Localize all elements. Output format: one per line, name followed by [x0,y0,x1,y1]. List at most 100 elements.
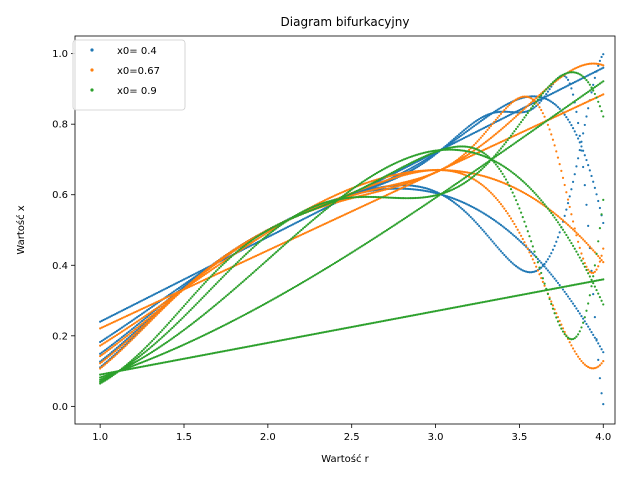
data-point [375,182,378,185]
data-point [348,194,352,198]
data-point [518,239,521,242]
data-point [317,225,320,229]
data-point [536,261,539,264]
data-point [167,339,171,342]
data-point [531,252,534,255]
data-point [109,315,112,318]
data-point [151,314,154,317]
data-point [506,114,509,118]
data-point [105,355,108,358]
data-point [369,192,372,195]
data-point [283,220,286,223]
data-point [575,283,578,286]
data-point [459,131,462,135]
data-point [360,191,363,194]
data-point [365,323,368,326]
data-point [102,380,105,383]
data-point [504,138,508,141]
data-point [509,136,513,139]
data-point [431,169,434,172]
data-point [422,169,425,173]
data-point [504,166,508,169]
data-point [320,205,323,208]
data-point [224,257,228,260]
data-point [466,203,469,206]
data-point [528,271,531,274]
data-point [137,327,140,330]
data-point [496,151,499,154]
data-point [417,185,420,188]
data-point [494,143,498,146]
data-point [243,260,246,263]
data-point [119,345,122,348]
data-point [211,330,214,333]
data-point [546,90,550,93]
data-point [511,135,514,138]
data-point [129,360,132,363]
data-point [385,180,389,184]
data-point [498,130,501,133]
data-point [421,162,424,166]
data-point [372,179,375,182]
data-point [115,319,119,322]
data-point [483,163,486,166]
data-point [571,71,575,74]
data-point [504,182,508,186]
data-point [119,327,122,330]
data-point [577,65,580,69]
data-point [410,155,414,158]
data-point [372,195,375,199]
data-point [597,64,600,67]
data-point [468,155,471,158]
data-point [469,146,472,149]
data-point [268,230,271,233]
data-point [239,261,243,264]
data-point [390,174,394,177]
data-point [588,328,591,331]
data-point [223,259,226,263]
data-point [551,101,555,104]
data-point [468,214,471,217]
data-point [132,333,135,337]
data-point [255,343,258,347]
data-point [553,287,556,290]
data-point [125,332,129,335]
data-point [578,330,581,333]
data-point [285,338,288,341]
data-point [525,114,528,117]
data-point [508,169,511,172]
data-point [196,278,199,281]
data-point [565,72,568,75]
data-point [533,102,536,106]
data-point [166,286,169,289]
data-point [488,160,491,163]
data-point [498,119,501,122]
data-point [541,280,544,283]
data-point [228,257,231,260]
data-point [570,338,573,341]
data-point [196,318,199,321]
data-point [256,237,259,240]
data-point [322,199,325,203]
data-point [244,312,248,316]
data-point [154,303,157,306]
data-point [241,280,244,283]
data-point [504,124,508,127]
data-point [171,318,174,321]
data-point [506,296,509,299]
data-point [513,234,516,238]
data-point [457,185,461,188]
data-point [109,376,112,379]
data-point [561,86,565,90]
data-point [216,302,219,305]
data-point [555,78,558,81]
data-point [208,289,211,293]
data-point [258,234,261,237]
data-point [135,354,139,357]
data-point [600,63,603,66]
data-point [493,242,496,245]
data-point [573,283,576,286]
data-point [347,253,350,256]
data-point [337,216,340,219]
data-point [481,228,484,231]
